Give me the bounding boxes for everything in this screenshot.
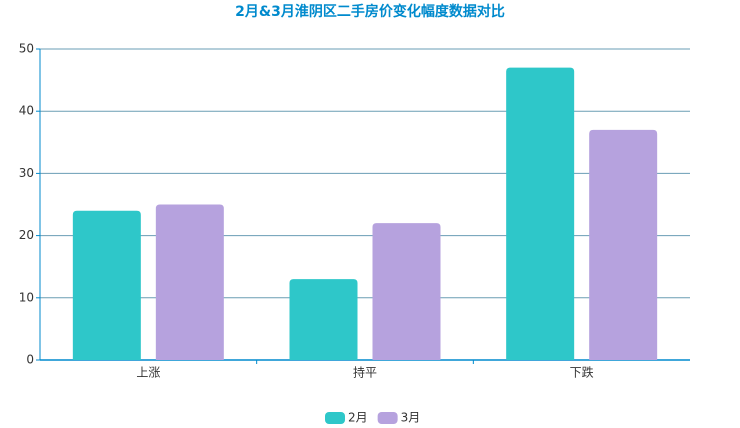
legend-label[interactable]: 3月 — [401, 411, 421, 425]
bar — [289, 279, 358, 360]
legend-label[interactable]: 2月 — [348, 411, 368, 425]
x-tick-label: 上涨 — [136, 365, 160, 380]
legend-swatch[interactable] — [377, 412, 398, 424]
bar — [155, 204, 224, 360]
x-tick-label: 持平 — [353, 365, 377, 380]
y-tick-label: 40 — [19, 104, 34, 118]
bar — [506, 67, 575, 360]
chart-title: 2月&3月淮阴区二手房价变化幅度数据对比 — [235, 3, 505, 20]
bar — [372, 223, 441, 360]
legend-swatch[interactable] — [325, 412, 345, 424]
y-tick-label: 20 — [19, 228, 34, 242]
bar — [72, 210, 141, 360]
y-tick-label: 0 — [26, 353, 34, 367]
y-tick-label: 50 — [19, 42, 34, 56]
y-tick-label: 10 — [19, 290, 34, 304]
x-tick-label: 下跌 — [570, 365, 594, 380]
y-tick-label: 30 — [19, 166, 34, 180]
bar — [589, 129, 658, 360]
